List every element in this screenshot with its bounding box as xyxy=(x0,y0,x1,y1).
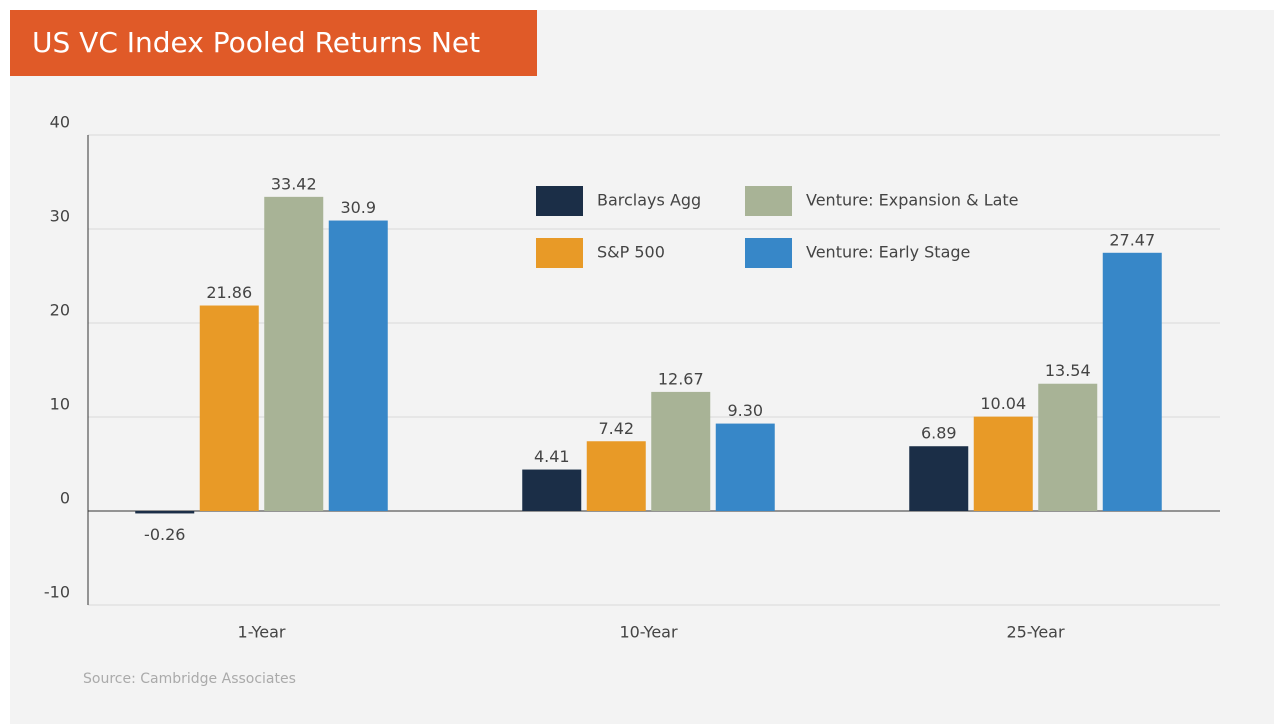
legend-swatch xyxy=(536,238,583,268)
value-label: 33.42 xyxy=(271,174,317,193)
bar xyxy=(199,305,259,511)
value-label: 21.86 xyxy=(206,283,252,302)
legend-swatch xyxy=(745,238,792,268)
x-tick-label: 25-Year xyxy=(1006,623,1065,642)
bar xyxy=(651,391,711,511)
bar xyxy=(909,446,969,511)
value-label: -0.26 xyxy=(144,525,185,544)
bar xyxy=(522,469,582,511)
bar xyxy=(135,511,195,514)
value-label: 4.41 xyxy=(534,447,570,466)
bar xyxy=(328,220,388,512)
legend-swatch xyxy=(745,186,792,216)
chart-title: US VC Index Pooled Returns Net xyxy=(32,26,480,59)
y-tick-label: 30 xyxy=(50,207,70,226)
y-tick-label: 0 xyxy=(60,489,70,508)
y-tick-label: 20 xyxy=(50,301,70,320)
bar xyxy=(715,423,775,511)
bar xyxy=(264,196,324,512)
x-tick-label: 10-Year xyxy=(619,623,678,642)
value-label: 6.89 xyxy=(921,424,957,443)
value-label: 7.42 xyxy=(598,419,634,438)
bar xyxy=(1102,252,1162,512)
bar xyxy=(973,416,1033,511)
legend-label: S&P 500 xyxy=(597,243,665,262)
value-label: 27.47 xyxy=(1109,230,1155,249)
y-tick-label: -10 xyxy=(44,583,70,602)
legend-swatch xyxy=(536,186,583,216)
legend-label: Barclays Agg xyxy=(597,191,701,210)
bar xyxy=(586,441,646,511)
x-tick-label: 1-Year xyxy=(238,623,286,642)
value-label: 10.04 xyxy=(980,394,1026,413)
title-box xyxy=(10,10,537,76)
y-tick-label: 40 xyxy=(50,113,70,132)
y-tick-label: 10 xyxy=(50,395,70,414)
legend-label: Venture: Early Stage xyxy=(806,243,970,262)
value-label: 30.9 xyxy=(340,198,376,217)
bar xyxy=(1038,383,1098,511)
legend-label: Venture: Expansion & Late xyxy=(806,191,1019,210)
value-label: 12.67 xyxy=(658,369,704,388)
value-label: 13.54 xyxy=(1045,361,1091,380)
source: Source: Cambridge Associates xyxy=(83,671,296,687)
value-label: 9.30 xyxy=(727,401,763,420)
